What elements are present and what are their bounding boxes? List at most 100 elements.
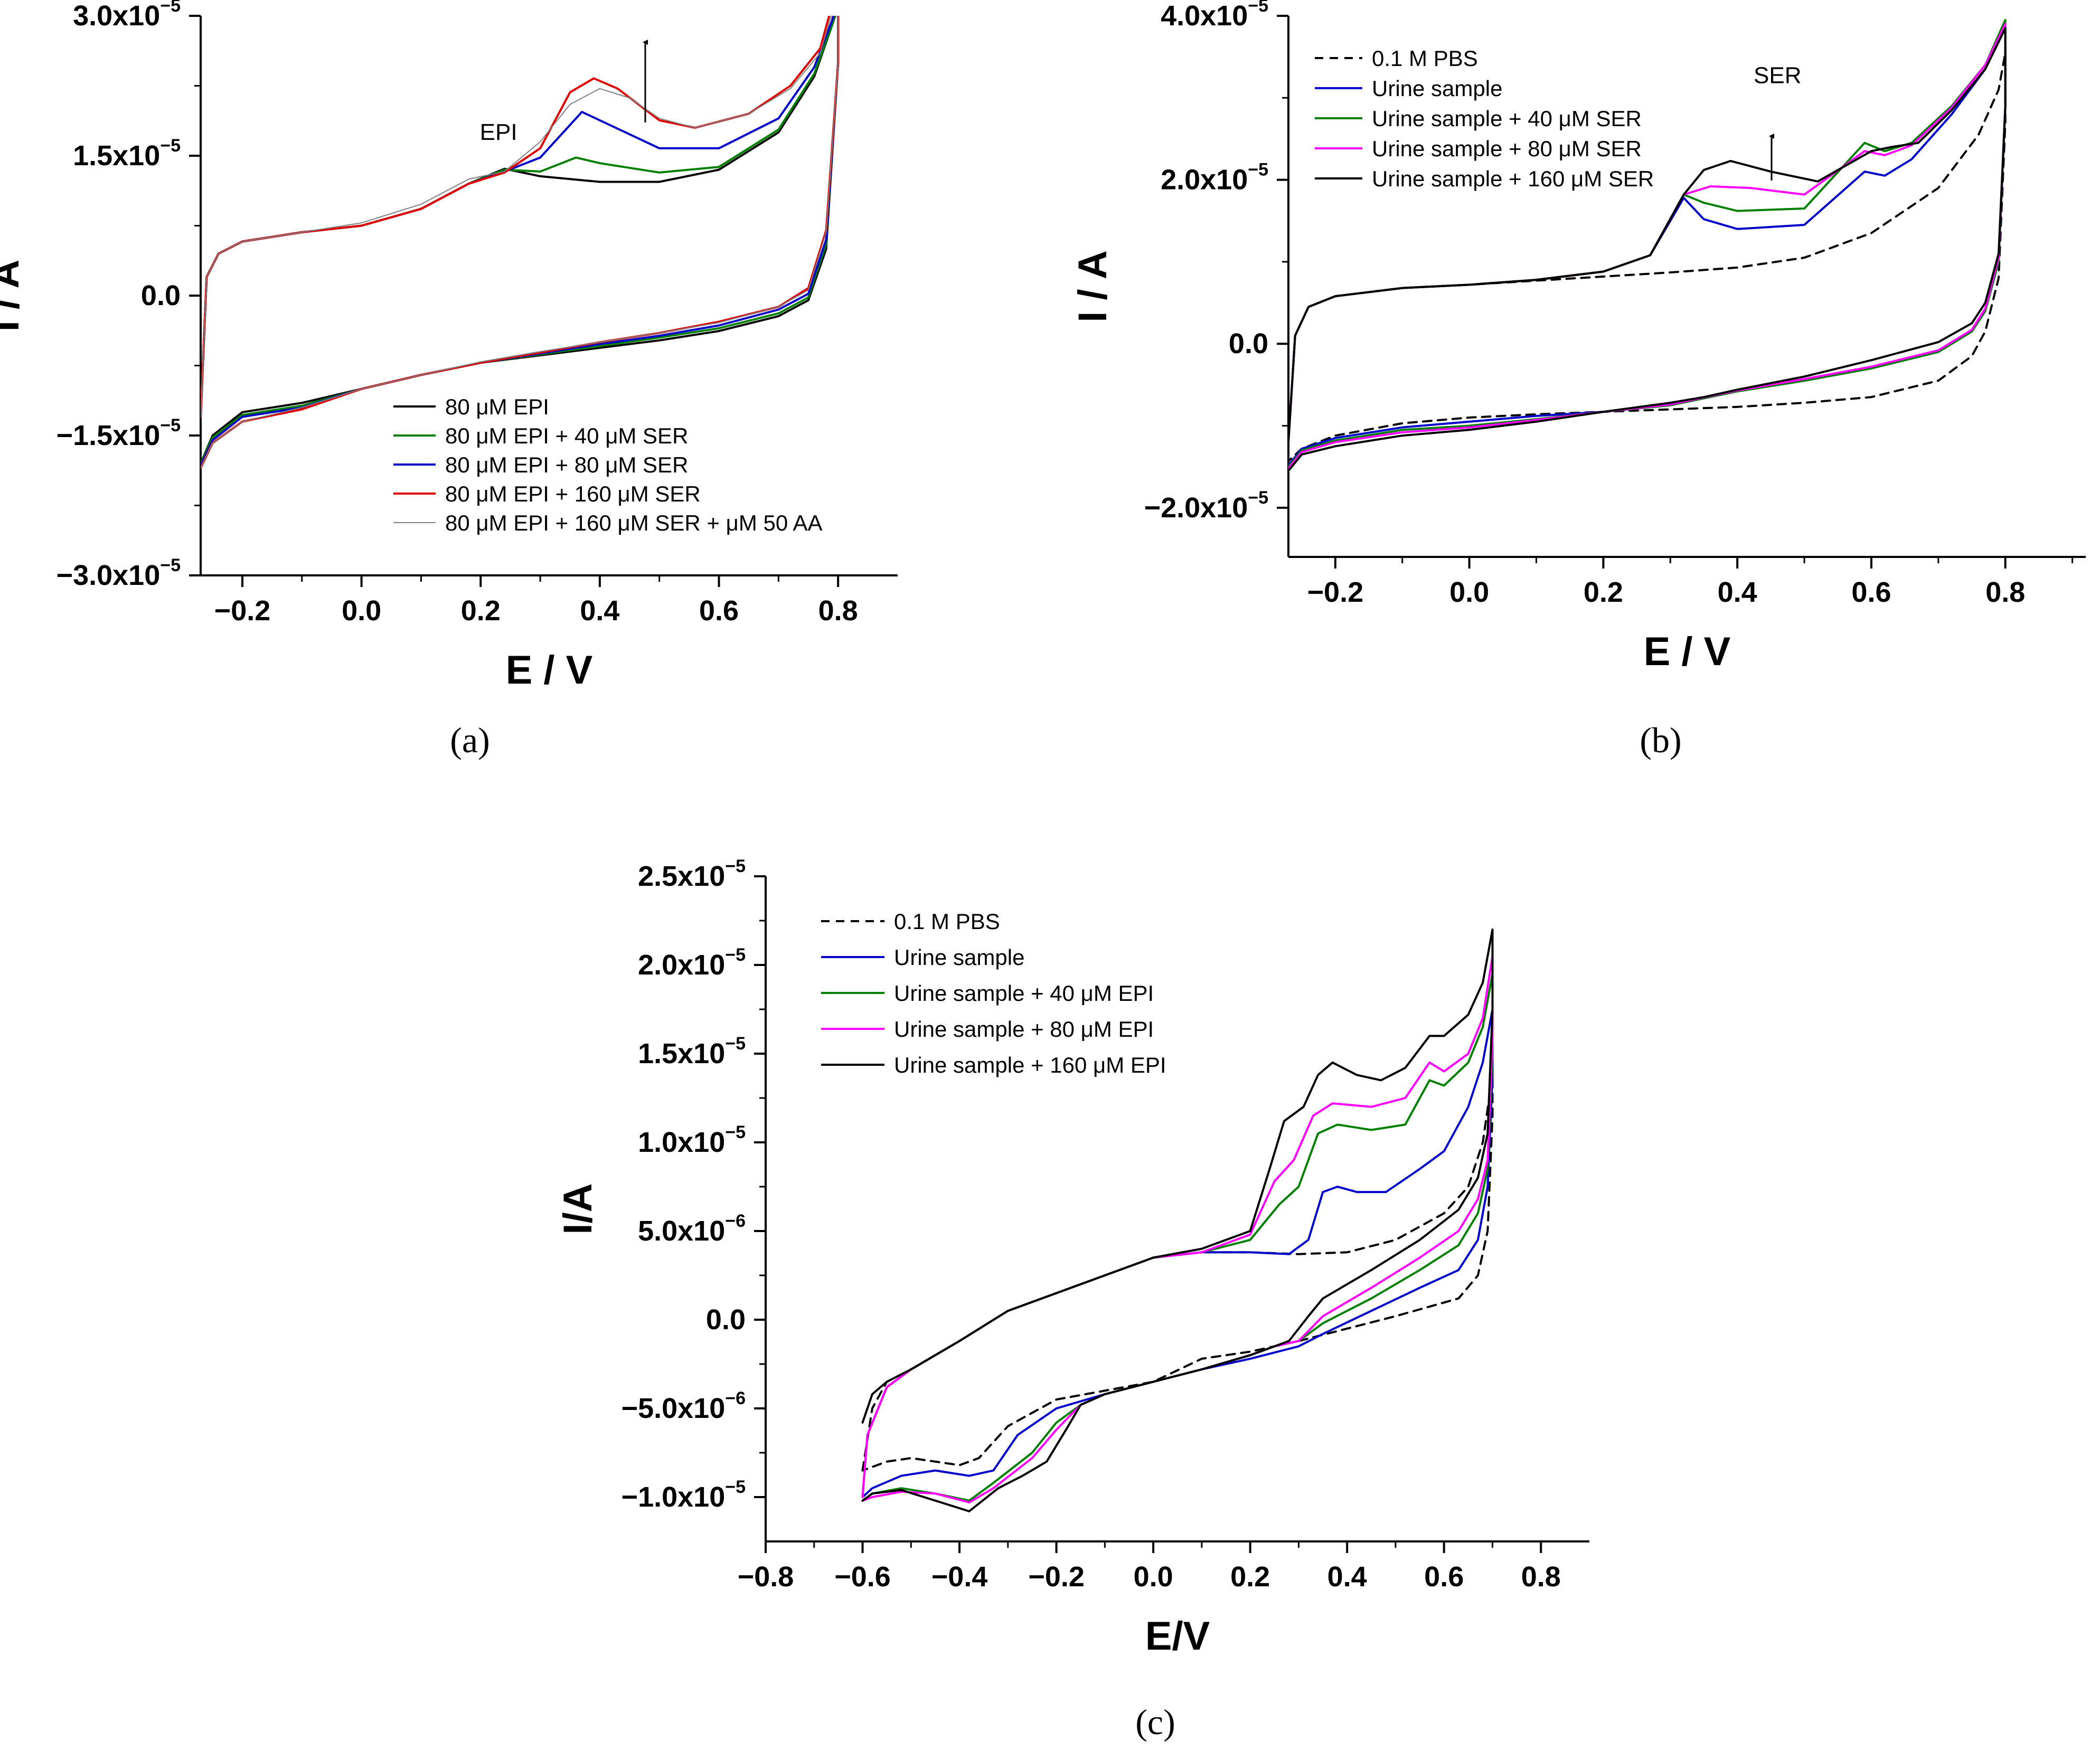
- panel-b-y-tick-label: 0.0: [1229, 328, 1268, 359]
- panel-a-legend-label: 80 μM EPI: [445, 394, 549, 419]
- panel-c-chart: −0.8 −0.6 −0.4 −0.2 0.0 0.2 0.4 0.6 0.82.5x10−52…: [555, 856, 1589, 1742]
- panel-c-legend: 0.1 M PBS Urine sample Urine sample + 40 μ…: [821, 909, 1166, 1077]
- panel-c-legend-label: 0.1 M PBS: [894, 909, 1000, 934]
- panel-a-x-tick-label: 0.4: [580, 595, 619, 627]
- panel-c-x-tick-label: −0.2: [1028, 1561, 1085, 1593]
- panel-a-y-tick-label: 3.0x10−5: [73, 0, 181, 32]
- panel-c-y-tick-label: 1.5x10−5: [638, 1034, 746, 1069]
- panel-c-y-tick-mantissa: 1.0x10: [638, 1127, 725, 1158]
- panel-a-curves: [201, 16, 840, 469]
- panel-b-y-tick-label: 2.0x10−5: [1161, 160, 1268, 196]
- panel-a-y-tick-exponent: −5: [160, 136, 181, 156]
- panel-b-y-tick-exponent: −5: [1248, 0, 1268, 16]
- panel-a-y-axis-title: I / A: [0, 260, 27, 332]
- panel-b-x-axis-title: E / V: [1644, 629, 1731, 674]
- panel-a-y-tick-label: 0.0: [141, 280, 181, 311]
- panel-c-series-1-line: [861, 1074, 1494, 1472]
- panel-c-legend-label: Urine sample + 160 μM EPI: [894, 1053, 1166, 1077]
- panel-a-y-tick-label: −3.0x10−5: [56, 555, 181, 591]
- panel-c-y-tick-exponent: −5: [725, 1477, 746, 1497]
- panel-a-y-tick-mantissa: −3.0x10: [56, 560, 161, 591]
- panel-b-caption: (b): [1640, 720, 1681, 760]
- panel-c-x-tick-label: −0.6: [834, 1561, 891, 1593]
- panel-a-y-tick-mantissa: 3.0x10: [73, 0, 160, 32]
- panel-b-legend-label: Urine sample + 160 μM SER: [1372, 166, 1654, 191]
- panel-a-series-5-line: [201, 16, 839, 469]
- panel-c-curves: [861, 928, 1494, 1512]
- panel-b-legend-label: Urine sample + 40 μM SER: [1372, 106, 1642, 131]
- panel-b-x-tick-label: 0.4: [1718, 576, 1757, 608]
- panel-b-y-tick-label: −2.0x10−5: [1144, 488, 1268, 524]
- panel-a-x-tick-label: 0.6: [699, 595, 739, 627]
- panel-a-x-tick-label: 0.8: [818, 595, 858, 627]
- panel-c-y-tick-exponent: −6: [725, 1388, 746, 1408]
- panel-b-legend-label: Urine sample: [1372, 76, 1502, 101]
- panel-b-chart: −0.2 0.0 0.2 0.4 0.6 0.84.0x10−52.0x10−50.0−2…: [1070, 0, 2086, 760]
- panel-c-y-tick-mantissa: −5.0x10: [621, 1393, 726, 1424]
- panel-b-y-tick-mantissa: 0.0: [1229, 328, 1268, 359]
- panel-b-x-tick-label: 0.8: [1985, 576, 2025, 608]
- panel-a-x-tick-label: −0.2: [214, 595, 271, 627]
- panel-c-y-tick-label: −1.0x10−5: [621, 1477, 746, 1513]
- panel-a-x-tick-label: 0.0: [342, 595, 381, 627]
- panel-b-y-tick-mantissa: 2.0x10: [1161, 164, 1248, 196]
- panel-a-y-tick-exponent: −5: [160, 415, 181, 436]
- panel-c-y-tick-mantissa: 1.5x10: [638, 1038, 725, 1069]
- panel-c-y-tick-mantissa: 0.0: [706, 1304, 746, 1336]
- panel-b-x-tick-label: 0.6: [1851, 576, 1891, 608]
- panel-c-legend-label: Urine sample + 80 μM EPI: [894, 1017, 1154, 1042]
- panel-b-y-axis-title: I / A: [1070, 250, 1115, 323]
- panel-a-y-tick-mantissa: 0.0: [141, 280, 181, 311]
- panel-c-y-tick-exponent: −5: [725, 1034, 746, 1054]
- panel-c-y-tick-mantissa: 2.5x10: [638, 860, 725, 892]
- panel-c-y-axis-title: I/A: [555, 1183, 600, 1234]
- panel-c-x-tick-label: −0.8: [738, 1561, 794, 1593]
- panel-c-y-tick-exponent: −5: [725, 1122, 746, 1142]
- panel-a-x-axis-title: E / V: [506, 648, 593, 693]
- panel-b-y-tick-exponent: −5: [1248, 488, 1268, 508]
- panel-c-x-tick-label: 0.6: [1424, 1561, 1464, 1593]
- panel-b-legend-label: 0.1 M PBS: [1372, 46, 1478, 71]
- panel-c-y-tick-label: 2.5x10−5: [638, 856, 746, 892]
- panel-c-y-tick-label: 1.0x10−5: [638, 1122, 746, 1158]
- panel-a-legend-label: 80 μM EPI + 40 μM SER: [445, 423, 688, 448]
- panel-c-y-tick-label: 0.0: [706, 1304, 746, 1336]
- panel-b-series-5-line: [1288, 27, 2007, 472]
- panel-c-x-tick-label: −0.4: [931, 1561, 988, 1593]
- panel-c-y-tick-label: 5.0x10−6: [638, 1211, 746, 1247]
- panel-c-y-tick-exponent: −5: [725, 945, 746, 965]
- panel-a-legend-label: 80 μM EPI + 160 μM SER + μM 50 AA: [445, 510, 823, 535]
- panel-a-y-tick-exponent: −5: [160, 555, 181, 575]
- panel-a-y-tick-mantissa: −1.5x10: [56, 420, 161, 451]
- panel-c-y-tick-label: 2.0x10−5: [638, 945, 746, 981]
- panel-b-y-tick-mantissa: 4.0x10: [1161, 0, 1248, 32]
- panel-b-y-tick-exponent: −5: [1248, 160, 1268, 180]
- panel-a-chart: −0.2 0.0 0.2 0.4 0.6 0.83.0x10−51.5x10−50.0−1…: [0, 0, 898, 760]
- panel-b-x-tick-label: 0.2: [1584, 576, 1623, 608]
- panel-b-x-tick-label: −0.2: [1307, 576, 1364, 608]
- panel-c-legend-label: Urine sample + 40 μM EPI: [894, 981, 1154, 1006]
- panel-b-x-tick-label: 0.0: [1449, 576, 1489, 608]
- panel-c-legend-label: Urine sample: [894, 945, 1024, 970]
- panel-c-x-tick-label: 0.0: [1134, 1561, 1173, 1593]
- panel-c-y-tick-exponent: −6: [725, 1211, 746, 1231]
- panel-c-series-5-line: [861, 928, 1494, 1512]
- panel-a-y-tick-exponent: −5: [160, 0, 181, 16]
- panel-b-annotation: SER: [1754, 62, 1801, 88]
- panel-a-y-tick-label: −1.5x10−5: [56, 415, 181, 451]
- panel-a-legend-label: 80 μM EPI + 160 μM SER: [445, 481, 701, 506]
- panel-c-y-tick-mantissa: 2.0x10: [638, 949, 725, 981]
- panel-a-annotation: EPI: [480, 119, 517, 145]
- panel-b-legend-label: Urine sample + 80 μM SER: [1372, 136, 1642, 161]
- panel-b-y-tick-label: 4.0x10−5: [1161, 0, 1268, 32]
- panel-c-y-tick-label: −5.0x10−6: [621, 1388, 746, 1424]
- panel-c-y-tick-mantissa: 5.0x10: [638, 1215, 725, 1247]
- panel-b-curves: [1288, 18, 2007, 472]
- panel-c-x-tick-label: 0.2: [1230, 1561, 1270, 1593]
- panel-c-x-tick-label: 0.8: [1521, 1561, 1561, 1593]
- panel-a-y-tick-label: 1.5x10−5: [73, 136, 181, 172]
- panel-c-y-tick-exponent: −5: [725, 856, 746, 876]
- panel-c-x-tick-label: 0.4: [1327, 1561, 1367, 1593]
- panel-c-caption: (c): [1135, 1702, 1175, 1742]
